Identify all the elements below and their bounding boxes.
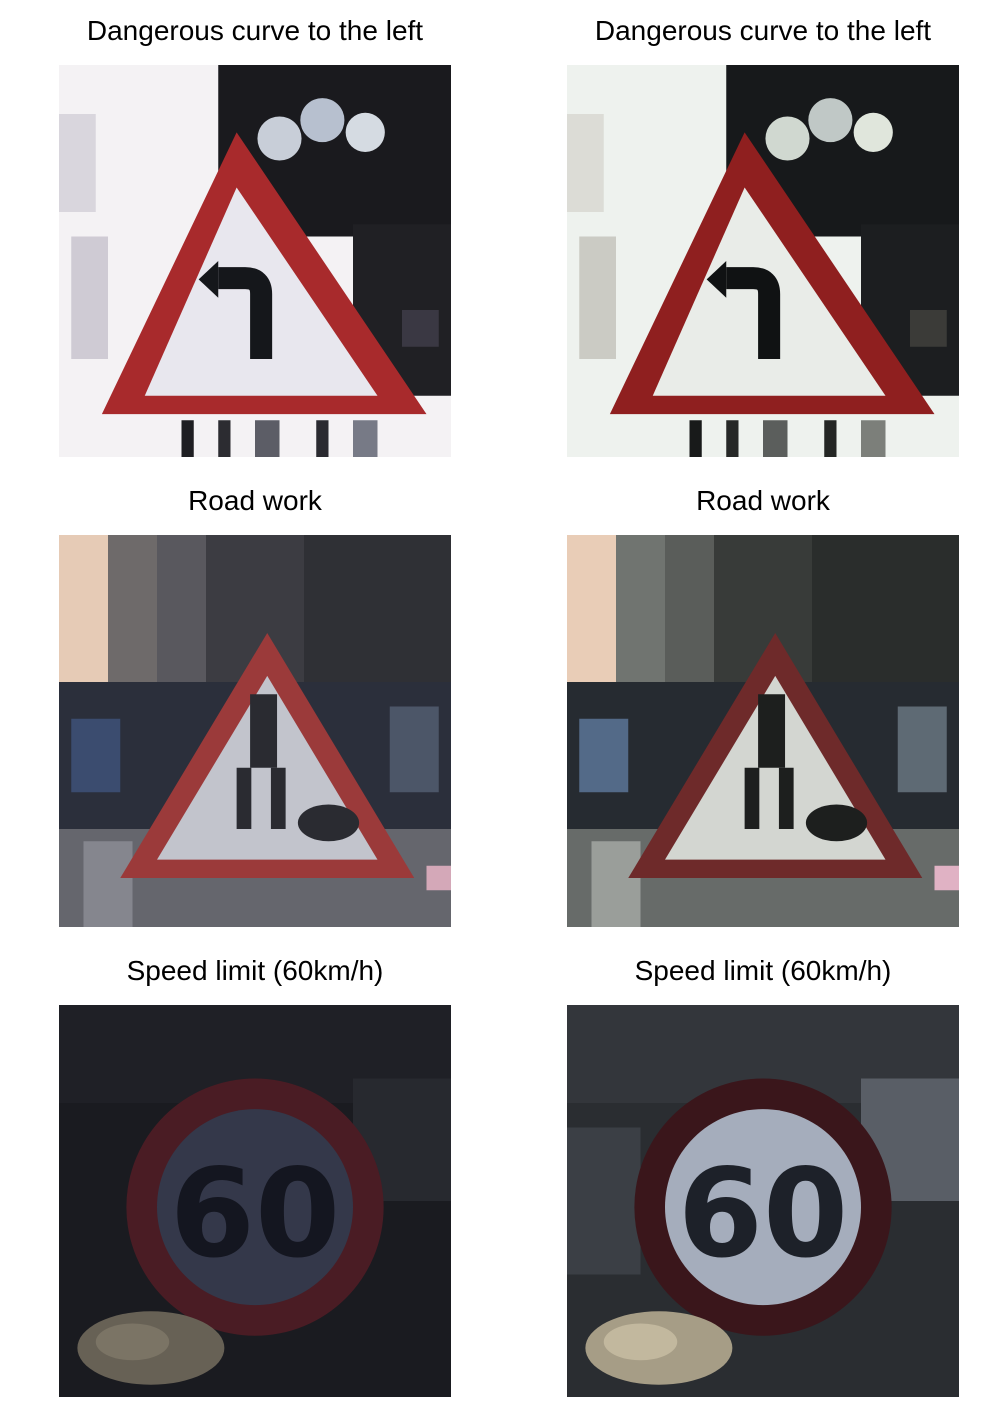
sign-image-curve-left-processed xyxy=(567,65,959,457)
sign-image-curve-left-original xyxy=(59,65,451,457)
panel-title: Road work xyxy=(696,485,830,516)
panel-title: Dangerous curve to the left xyxy=(594,15,932,46)
sign-image-speed-limit-60-processed: 60 xyxy=(567,1005,959,1397)
panel-title: Speed limit (60km/h) xyxy=(634,955,892,986)
sign-image-road-work-original xyxy=(59,535,451,927)
svg-text:60: 60 xyxy=(170,1142,340,1285)
panel-title: Speed limit (60km/h) xyxy=(126,955,384,986)
sign-image-speed-limit-60-original: 60 xyxy=(59,1005,451,1397)
sign-image-road-work-processed xyxy=(567,535,959,927)
panel-title: Dangerous curve to the left xyxy=(86,15,424,46)
panel-title: Road work xyxy=(188,485,322,516)
svg-text:60: 60 xyxy=(678,1142,848,1285)
